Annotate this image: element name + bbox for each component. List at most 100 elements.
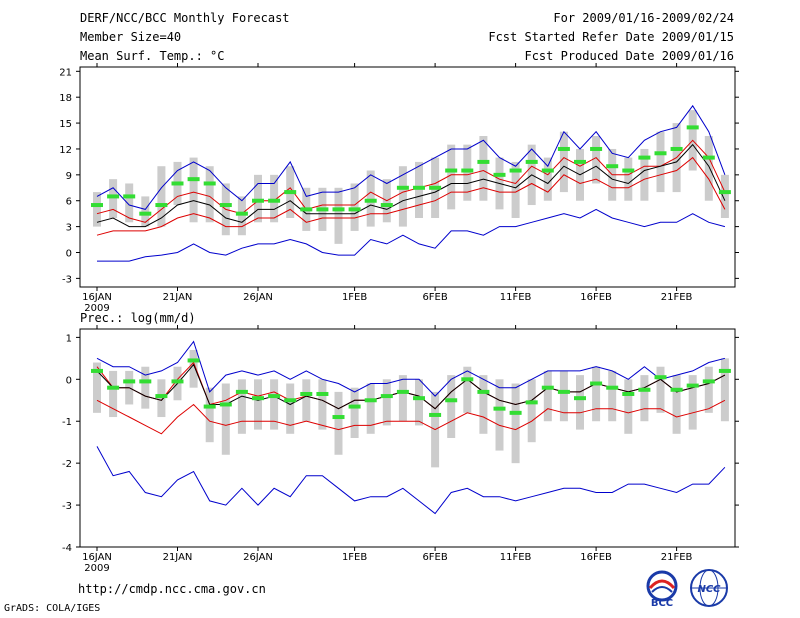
- median-mark: [445, 168, 458, 173]
- iqr-bar: [527, 379, 536, 443]
- median-mark: [686, 125, 699, 130]
- iqr-bar: [189, 349, 198, 388]
- median-mark: [187, 358, 200, 363]
- iqr-bar: [463, 144, 472, 201]
- iqr-bar: [350, 387, 359, 438]
- iqr-bar: [688, 375, 697, 430]
- x-tick-label: 1FEB: [342, 552, 367, 563]
- x-tick-label: 11FEB: [500, 552, 532, 563]
- median-mark: [606, 164, 619, 169]
- x-tick-label: 16JAN: [82, 292, 112, 303]
- median-mark: [107, 385, 120, 390]
- median-mark: [590, 146, 603, 151]
- median-mark: [557, 146, 570, 151]
- median-mark: [413, 185, 425, 190]
- iqr-bar: [93, 192, 101, 227]
- iqr-bar: [656, 131, 665, 193]
- iqr-bar: [254, 174, 262, 223]
- iqr-bar: [221, 383, 230, 455]
- iqr-bar: [93, 362, 101, 413]
- iqr-bar: [270, 379, 279, 430]
- median-mark: [509, 168, 522, 173]
- member-size: Member Size=40: [80, 30, 182, 44]
- median-mark: [155, 394, 168, 399]
- year-label: 2009: [84, 303, 109, 314]
- iqr-bar: [398, 166, 407, 227]
- median-mark: [364, 198, 377, 203]
- iqr-bar: [318, 379, 327, 430]
- produced-date: Fcst Produced Date 2009/01/16: [524, 49, 734, 63]
- y-tick-label: 21: [59, 67, 72, 78]
- iqr-bar: [141, 366, 150, 409]
- median-mark: [380, 203, 393, 208]
- iqr-bar: [495, 379, 504, 451]
- iqr-bar: [237, 196, 246, 236]
- iqr-bar: [479, 375, 488, 434]
- iqr-bar: [157, 166, 166, 227]
- median-mark: [155, 203, 168, 208]
- iqr-bar: [157, 379, 166, 418]
- iqr-bar: [350, 183, 359, 231]
- median-mark: [718, 190, 731, 195]
- median-mark: [429, 412, 442, 417]
- median-mark: [493, 172, 506, 177]
- iqr-bar: [447, 375, 456, 438]
- series-line-min: [96, 446, 726, 515]
- median-mark: [107, 194, 120, 199]
- x-tick-label: 6FEB: [422, 552, 447, 563]
- median-mark: [364, 398, 377, 403]
- series-line-lower: [96, 156, 726, 236]
- bcc-logo: BCC: [642, 568, 682, 608]
- iqr-bar: [479, 136, 488, 201]
- median-mark: [590, 381, 603, 386]
- median-mark: [171, 181, 184, 186]
- iqr-bar: [624, 379, 633, 434]
- bcc-logo-text: BCC: [651, 598, 673, 608]
- median-mark: [332, 207, 345, 212]
- median-mark: [702, 379, 715, 384]
- median-mark: [348, 207, 361, 212]
- iqr-bar: [382, 379, 391, 426]
- series-line-mean: [96, 363, 726, 410]
- series-line-mean: [96, 143, 726, 228]
- iqr-bar: [254, 379, 262, 430]
- median-mark: [574, 396, 586, 401]
- median-mark: [123, 194, 136, 199]
- precip-title: Prec.: log(mm/d): [80, 311, 196, 325]
- y-tick-label: -3: [62, 274, 72, 285]
- iqr-bar: [463, 366, 472, 413]
- iqr-bar: [511, 161, 520, 218]
- median-mark: [638, 387, 651, 392]
- median-mark: [268, 394, 281, 399]
- y-tick-label: 9: [66, 171, 72, 182]
- median-mark: [300, 207, 313, 212]
- median-mark: [332, 415, 345, 420]
- iqr-bar: [656, 366, 665, 413]
- median-mark: [348, 404, 361, 409]
- iqr-bar: [237, 379, 246, 434]
- y-tick-label: -1: [62, 417, 72, 428]
- median-mark: [541, 385, 554, 390]
- panel-precipitation: -4 -3 -2 -1 0 1 16JAN 21JAN 26JAN 1FEB 6FEB 11FEB 16…: [62, 325, 739, 574]
- median-mark: [219, 402, 232, 407]
- iqr-bar: [302, 379, 311, 422]
- median-mark: [203, 181, 216, 186]
- iqr-bar: [415, 379, 423, 426]
- median-mark: [413, 396, 425, 401]
- y-tick-label: -3: [62, 501, 72, 512]
- y-tick-label: 15: [59, 119, 72, 130]
- y-tick-label: -4: [62, 543, 72, 554]
- median-mark: [686, 383, 699, 388]
- source-url[interactable]: http://cmdp.ncc.cma.gov.cn: [78, 582, 266, 596]
- x-tick-label: 1FEB: [342, 292, 367, 303]
- iqr-bar: [592, 366, 601, 422]
- started-date: Fcst Started Refer Date 2009/01/15: [488, 30, 734, 44]
- iqr-bar: [672, 375, 681, 434]
- iqr-bar: [286, 383, 295, 434]
- median-mark: [123, 379, 136, 384]
- median-mark: [380, 394, 393, 399]
- median-mark: [461, 168, 474, 173]
- iqr-bar: [511, 383, 520, 464]
- plot-frame: [79, 328, 736, 548]
- median-mark: [139, 379, 152, 384]
